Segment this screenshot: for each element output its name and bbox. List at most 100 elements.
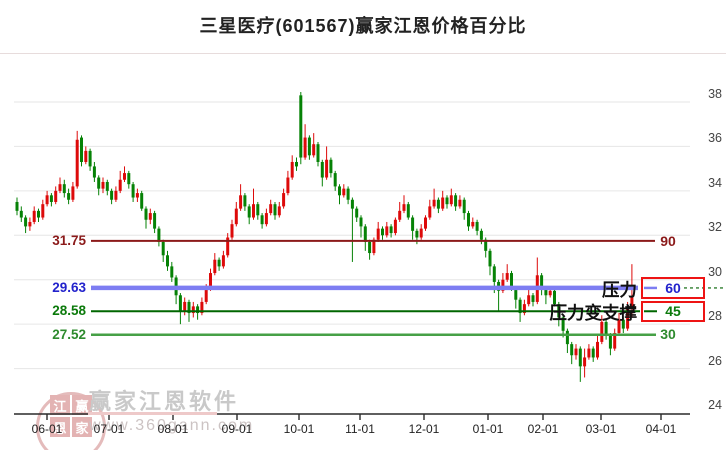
gann-pct-label-30: 30 [660, 326, 676, 342]
candle-body [608, 335, 612, 349]
candle-body [273, 204, 277, 216]
x-axis-label-09-01: 09-01 [221, 422, 253, 436]
gann-price-label-28-58: 28.58 [52, 303, 86, 318]
candle-body [196, 306, 200, 314]
candle-body [166, 255, 169, 267]
candle-body [97, 177, 101, 189]
candle-body [333, 173, 337, 187]
y-axis-label-24: 24 [708, 398, 722, 412]
x-axis-label-03-01: 03-01 [585, 422, 617, 436]
candle-body [630, 297, 634, 309]
candle-body [458, 199, 462, 207]
gann-pct-box-45: 45 [641, 301, 705, 322]
candle-body [71, 186, 75, 200]
x-axis-label-06-01: 06-01 [31, 422, 63, 436]
candle-body [402, 204, 406, 211]
candle-body [144, 208, 148, 220]
gann-price-label-27-52: 27.52 [52, 327, 86, 342]
y-axis-label-32: 32 [708, 220, 722, 235]
candle-body [411, 217, 415, 231]
page-title: 三星医疗(601567)赢家江恩价格百分比 [199, 16, 527, 36]
candle-body [157, 228, 161, 242]
candle-body [200, 301, 204, 314]
candle-body [148, 213, 152, 220]
x-axis-label-10-01: 10-01 [283, 422, 315, 436]
candle-body [217, 259, 221, 267]
candle-body [600, 321, 604, 342]
candle-body [191, 306, 195, 314]
candle-body [92, 166, 96, 178]
candle-body [213, 259, 217, 274]
candle-body [544, 288, 548, 296]
watermark-brand-text: 赢家江恩软件 [89, 389, 240, 414]
x-axis-label-01-01: 01-01 [472, 422, 504, 436]
candle-body [269, 204, 273, 214]
candle-body [264, 213, 268, 225]
candle-body [307, 137, 311, 156]
x-axis-label-07-01: 07-01 [93, 422, 125, 436]
candle-body [445, 197, 449, 205]
candle-body [540, 275, 544, 289]
candle-body [252, 204, 255, 218]
candle-body [204, 288, 208, 302]
candle-body [28, 221, 32, 227]
candle-body [37, 210, 40, 218]
candle-body [247, 206, 251, 218]
seal-char: 赢 [72, 395, 92, 415]
candle-body [75, 139, 79, 187]
x-axis-label-08-01: 08-01 [157, 422, 189, 436]
gann-price-label-29-63: 29.63 [52, 280, 86, 295]
candle-body [393, 219, 397, 234]
candle-body [303, 137, 307, 158]
candle-body [372, 239, 376, 254]
candle-body [613, 333, 617, 349]
candle-body [355, 208, 359, 218]
candle-body [45, 195, 49, 205]
title-divider [0, 53, 726, 54]
candle-body [441, 197, 445, 209]
candle-body [110, 190, 114, 200]
candle-body [67, 193, 71, 200]
x-axis-label-11-01: 11-01 [345, 422, 375, 436]
candle-body [243, 195, 247, 207]
candle-body [501, 279, 505, 291]
candle-body [101, 181, 105, 189]
seal-ring-icon [36, 392, 106, 450]
candle-body [419, 228, 423, 238]
x-axis-label-04-01: 04-01 [645, 422, 677, 436]
candle-body [58, 184, 62, 191]
x-axis-label-12-01: 12-01 [408, 422, 440, 436]
candle-body [41, 204, 45, 218]
gann-price-label-31-75: 31.75 [52, 233, 86, 248]
candle-body [325, 159, 329, 178]
gann-pct-box-60: 60 [641, 277, 705, 299]
gann-pct-label-45: 45 [663, 303, 683, 319]
candle-body [385, 226, 389, 236]
candle-body [131, 184, 135, 198]
candle-body [389, 226, 393, 234]
candle-body [454, 195, 458, 207]
candle-body [350, 199, 354, 209]
candle-body [312, 144, 316, 156]
x-axis-label-02-01: 02-01 [527, 422, 559, 436]
candle-body [553, 290, 556, 305]
candle-body [118, 179, 122, 191]
candle-body [221, 255, 225, 267]
candle-body [24, 217, 28, 227]
y-axis-label-26: 26 [708, 353, 722, 368]
annotation-pressure: 压力 [602, 280, 637, 300]
candle-body [574, 348, 578, 356]
candle-body [54, 190, 58, 202]
candle-body [286, 177, 290, 194]
candle-body [475, 221, 479, 231]
candle-body [436, 199, 440, 209]
candle-body [80, 137, 83, 162]
candle-body [239, 195, 243, 209]
y-axis-label-30: 30 [708, 264, 722, 279]
candle-body [368, 241, 372, 254]
candle-body [522, 304, 526, 314]
y-axis-label-38: 38 [708, 87, 722, 101]
candle-body [282, 193, 286, 207]
candle-body [591, 348, 595, 358]
